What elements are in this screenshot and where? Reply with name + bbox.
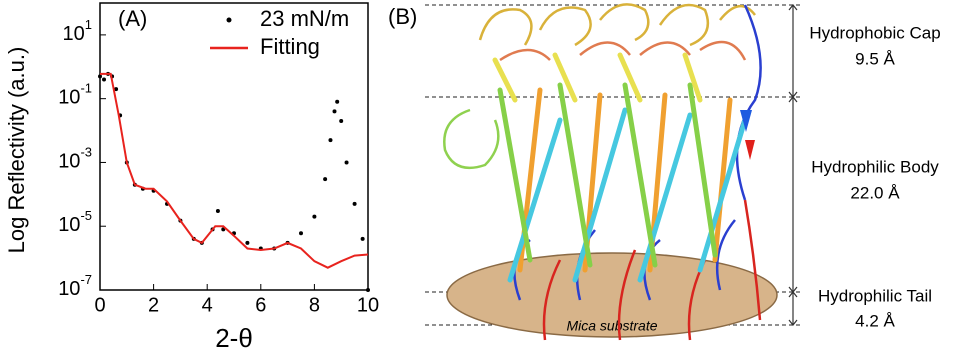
x-tick-label: 0 (94, 294, 105, 316)
data-point (215, 209, 220, 214)
data-point (335, 99, 340, 104)
y-tick-label: 10-5 (58, 209, 92, 237)
x-axis-label: 2-θ (215, 323, 253, 353)
mica-substrate (446, 252, 778, 338)
y-tick-base: 10 (58, 151, 80, 173)
region-thickness: 22.0 Å (850, 183, 900, 202)
x-tick-label: 10 (357, 294, 379, 316)
y-tick-base: 10 (58, 87, 80, 109)
x-tick-label: 8 (309, 294, 320, 316)
y-tick-power: -7 (80, 272, 92, 287)
y-tick-base: 10 (58, 215, 80, 237)
legend-label: 23 mN/m (260, 6, 349, 31)
panel-label: (B) (388, 4, 417, 29)
data-point (245, 240, 250, 245)
data-point (366, 288, 370, 292)
panel-label: (A) (118, 6, 147, 31)
data-point (102, 77, 107, 82)
region-name: Hydrophilic Body (811, 157, 939, 176)
y-tick-base: 10 (58, 278, 80, 300)
region-thickness: 9.5 Å (855, 49, 895, 68)
region-name: Hydrophilic Tail (818, 286, 932, 305)
data-point (339, 118, 344, 123)
substrate-label: Mica substrate (566, 318, 657, 334)
data-point (332, 109, 337, 114)
y-tick-base: 10 (63, 23, 85, 45)
y-tick-label: 10-7 (58, 272, 92, 300)
x-tick-label: 4 (202, 294, 213, 316)
y-tick-label: 10-3 (58, 145, 92, 173)
data-point (299, 231, 303, 236)
y-tick-power: -1 (80, 81, 92, 96)
y-tick-power: 1 (85, 17, 92, 32)
data-point (344, 160, 349, 165)
data-point (312, 214, 317, 219)
chart-a: (A) 2-θ Log Reflectivity (a.u.) 0 2 4 6 8 101… (4, 2, 379, 353)
legend-swatch (226, 17, 232, 23)
y-tick-label: 101 (63, 17, 92, 45)
region-thickness: 4.2 Å (855, 311, 895, 330)
protein-ribbons (443, 3, 762, 341)
y-tick-label: 10-1 (58, 81, 92, 109)
x-tick-label: 2 (148, 294, 159, 316)
data-point (352, 201, 357, 206)
data-point (328, 138, 333, 143)
dimension-arrows (788, 4, 798, 326)
data-point (114, 87, 119, 92)
legend-label: Fitting (260, 34, 320, 59)
y-tick-power: -5 (80, 209, 92, 224)
data-point (360, 236, 365, 241)
plot-frame (99, 2, 369, 291)
region-labels: Hydrophobic Cap 9.5 Å Hydrophilic Body 2… (809, 23, 940, 330)
data-point (323, 177, 328, 182)
y-axis-label: Log Reflectivity (a.u.) (4, 47, 29, 254)
y-tick-power: -3 (80, 145, 92, 160)
panel-b: (B) Mica substrate Hydrophobic Cap 9.5 Å (388, 3, 941, 341)
x-tick-label: 6 (255, 294, 266, 316)
fit-line (100, 72, 369, 269)
region-name: Hydrophobic Cap (809, 23, 940, 42)
data-point (98, 74, 102, 79)
